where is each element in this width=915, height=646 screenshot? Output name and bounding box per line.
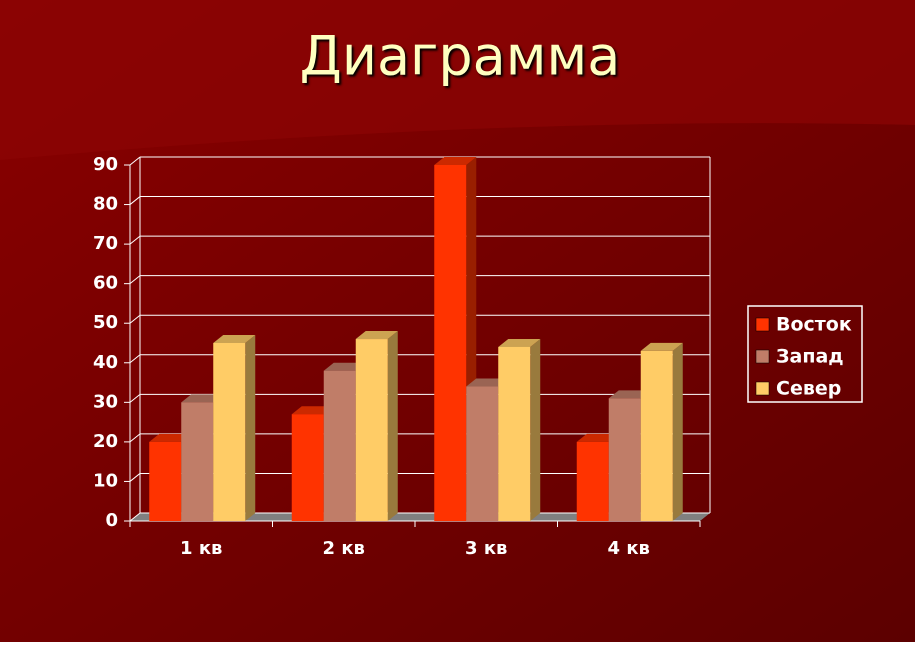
bar-top [181, 394, 224, 403]
legend-label: Север [776, 378, 841, 400]
y-tick-label: 60 [93, 273, 118, 294]
bar-side [530, 338, 541, 521]
y-tick-label: 50 [93, 312, 118, 333]
floor [130, 513, 710, 521]
y-tick-label: 20 [93, 431, 118, 452]
grid-line-wall [129, 235, 141, 245]
y-tick-label: 70 [93, 233, 118, 254]
x-tick-label: 3 кв [465, 538, 507, 559]
grid-line-wall [129, 196, 141, 205]
grid-line-wall [129, 156, 141, 166]
y-tick-label: 80 [93, 194, 118, 215]
bar [434, 165, 467, 521]
bar [576, 441, 609, 521]
bar-top [640, 342, 683, 351]
bar-side [245, 335, 256, 521]
bar [498, 346, 531, 521]
legend-swatch [755, 381, 770, 396]
bar [181, 402, 214, 521]
bar [323, 370, 356, 521]
bar-side [672, 342, 683, 521]
grid-line-wall [129, 512, 141, 522]
bar-top [498, 338, 541, 347]
grid-line-wall [129, 433, 141, 443]
x-tick-label: 2 кв [323, 538, 365, 559]
legend-label: Восток [776, 314, 852, 336]
bar-top [149, 433, 192, 442]
legend-box [747, 305, 863, 403]
bar-top [466, 378, 509, 387]
bar-top [434, 157, 477, 165]
grid-line-wall [129, 354, 141, 364]
bar-side [387, 331, 398, 521]
bar-top [608, 390, 651, 399]
bar-top [323, 362, 366, 371]
x-tick-label: 4 кв [608, 538, 650, 559]
bar [640, 350, 673, 521]
bar-top [576, 433, 619, 442]
bar-top [213, 335, 256, 343]
grid-line-wall [129, 393, 141, 403]
grid-line-wall [129, 314, 141, 324]
chart-title: Диаграмма [300, 25, 621, 88]
plot-area: 0 10 20 30 40 50 60 70 80 90 1 кв 2 кв 3 кв 4 кв [93, 154, 711, 559]
grid-line-wall [129, 473, 141, 482]
bar-top [355, 331, 398, 340]
bar [291, 414, 324, 521]
bar [149, 441, 182, 521]
bar [213, 343, 246, 521]
bar [466, 386, 499, 521]
bar-top [291, 406, 334, 415]
y-tick-label: 0 [105, 510, 118, 531]
background-band [0, 0, 915, 160]
y-tick-label: 40 [93, 352, 118, 373]
bar [608, 398, 641, 521]
legend-label: Запад [776, 346, 844, 368]
y-tick-label: 10 [93, 470, 118, 491]
legend-swatch [755, 349, 770, 364]
y-tick-label: 30 [93, 391, 118, 412]
legend-swatch [755, 317, 770, 332]
x-tick-label: 1 кв [180, 538, 222, 559]
y-tick-label: 90 [93, 154, 118, 175]
grid-line-wall [129, 275, 141, 285]
bar [355, 339, 388, 521]
